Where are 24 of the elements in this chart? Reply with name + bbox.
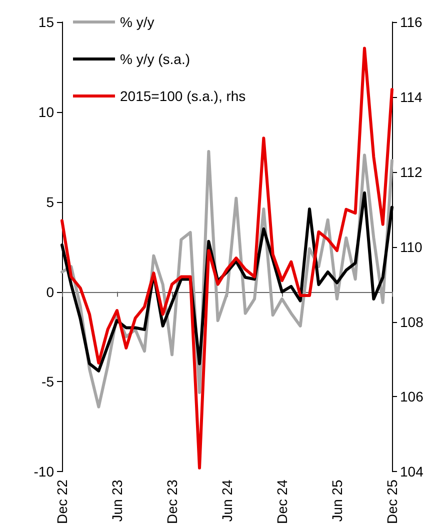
x-tick-label: Dec 24 [274, 479, 290, 524]
y-tick-label: 0 [46, 284, 54, 300]
y2-tick-label: 108 [400, 314, 424, 330]
x-tick-label: Dec 22 [54, 479, 70, 524]
y2-tick-label: 110 [400, 238, 423, 255]
y-tick-label: 10 [38, 104, 54, 120]
y2-tick-label: 116 [400, 14, 423, 30]
x-tick-label: Jun 24 [219, 479, 235, 522]
y2-tick-label: 106 [400, 388, 424, 405]
y2-tick-label: 114 [400, 88, 423, 105]
x-tick-label: Jun 25 [329, 479, 345, 522]
legend-label: % y/y (s.a.) [120, 51, 190, 67]
y-tick-label: -5 [42, 374, 54, 390]
y2-tick-label: 112 [400, 164, 423, 180]
y2-tick-label: 104 [400, 464, 424, 480]
legend-label: % y/y [120, 14, 154, 30]
x-tick-label: Jun 23 [109, 479, 125, 522]
legend-label: 2015=100 (s.a.), rhs [120, 88, 246, 104]
x-tick-label: Dec 23 [164, 479, 180, 524]
y-tick-label: 5 [46, 194, 54, 210]
y-tick-label: -10 [34, 464, 54, 480]
line-series [60, 46, 394, 470]
x-tick-label: Dec 25 [384, 479, 400, 524]
y-tick-label: 15 [38, 14, 54, 30]
